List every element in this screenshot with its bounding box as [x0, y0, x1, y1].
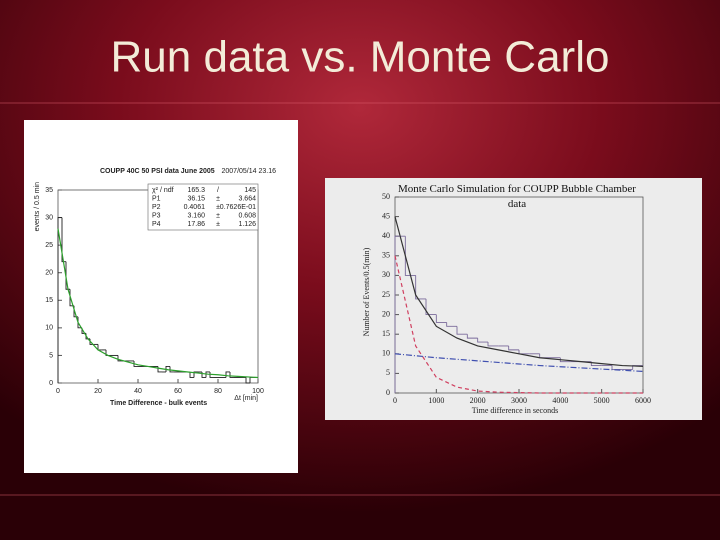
stats-text: ± [216, 204, 220, 211]
chart-title: Monte Carlo Simulation for COUPP Bubble … [398, 183, 636, 210]
stats-text: 17.86 [187, 221, 205, 228]
x-axis-label: Time Difference - bulk events [110, 400, 207, 407]
histogram-bin [456, 326, 468, 335]
histogram-bin [487, 342, 499, 347]
x-tick-label: 6000 [635, 396, 651, 405]
histogram-bin [205, 371, 210, 378]
histogram-bin [477, 338, 488, 343]
x-tick-label: 0 [393, 396, 397, 405]
y-tick-label: 0 [49, 380, 53, 387]
stats-text: P1 [152, 195, 161, 202]
stats-text: ± [216, 195, 220, 202]
histogram-bin [425, 298, 437, 316]
chart-panel [325, 178, 702, 420]
histogram-bin [404, 236, 416, 276]
x-tick-label: 4000 [552, 396, 568, 405]
stats-box [147, 183, 259, 231]
histogram-bin [61, 217, 66, 263]
y-tick-label: 20 [45, 270, 53, 277]
x-unit-label: Δt [min] [234, 395, 258, 402]
x-tick-label: 60 [174, 388, 182, 395]
histogram-bin [65, 261, 70, 290]
x-tick-label: 3000 [511, 396, 527, 405]
y-tick-label: 25 [382, 290, 390, 299]
x-axis-label: Time difference in seconds [472, 406, 558, 415]
stats-text: 0.608 [238, 212, 256, 219]
histogram-bin [508, 345, 519, 351]
stats-text: 145 [244, 187, 256, 194]
y-tick-label: 5 [49, 352, 53, 359]
x-tick-label: 80 [214, 388, 222, 395]
x-tick-label: 20 [94, 388, 102, 395]
x-tick-label: 2000 [470, 396, 486, 405]
histogram-bin [446, 322, 457, 327]
y-tick-label: 15 [45, 297, 53, 304]
x-tick-label: 0 [56, 388, 60, 395]
y-tick-label: 10 [45, 325, 53, 332]
fit-curve [57, 228, 259, 379]
histogram-bin [435, 314, 447, 323]
stats-text: χ² / ndf [152, 187, 174, 194]
x-tick-label: 40 [134, 388, 142, 395]
timestamp: 2007/05/14 23.16 [222, 168, 277, 175]
y-tick-label: 50 [382, 192, 390, 201]
histogram-bin [133, 360, 138, 367]
y-tick-label: 15 [382, 329, 390, 338]
stats-text: 1.126 [238, 221, 256, 228]
y-axis-label: Number of Events/0.5(min) [362, 247, 371, 336]
histogram-bin [415, 275, 426, 300]
x-tick-label: 1000 [428, 396, 444, 405]
x-tick-label: 5000 [594, 396, 610, 405]
y-tick-label: 30 [382, 270, 390, 279]
stats-text: P3 [152, 212, 161, 219]
stats-text: ± [216, 212, 220, 219]
y-axis-label: events / 0.5 min [34, 182, 41, 232]
x-tick-label: 100 [252, 388, 264, 395]
y-tick-label: 5 [386, 368, 390, 377]
fit-curve [394, 353, 644, 373]
stats-text: / [217, 187, 219, 194]
stats-text: 3.664 [238, 195, 256, 202]
y-tick-label: 0 [386, 388, 390, 397]
y-tick-label: 30 [45, 214, 53, 221]
stats-text: 165.3 [187, 187, 205, 194]
y-tick-label: 45 [382, 211, 390, 220]
histogram-bin [245, 377, 250, 384]
histogram-bin [117, 355, 122, 362]
stats-text: 0.4061 [184, 204, 206, 211]
histogram-bin [193, 371, 198, 378]
fit-curve [394, 216, 644, 367]
y-tick-label: 40 [382, 231, 390, 240]
slide-title: Run data vs. Monte Carlo [111, 33, 610, 82]
chart-title: COUPP 40C 50 PSI data June 2005 [100, 168, 215, 175]
y-tick-label: 25 [45, 242, 53, 249]
y-tick-label: 20 [382, 309, 390, 318]
histogram-bin [394, 235, 406, 393]
stats-text: 36.15 [187, 195, 205, 202]
chart-title-box: Monte Carlo Simulation for COUPP Bubble … [398, 183, 636, 210]
y-tick-label: 35 [382, 251, 390, 260]
stats-text: P4 [152, 221, 161, 228]
y-tick-label: 10 [382, 349, 390, 358]
histogram-bin [57, 217, 62, 383]
histogram-bin [169, 366, 174, 373]
y-tick-label: 35 [45, 187, 53, 194]
stats-text: 3.160 [187, 212, 205, 219]
stats-text: ± [216, 221, 220, 228]
stats-text: 0.7626E-01 [220, 204, 256, 211]
histogram-bin [559, 357, 571, 363]
histogram-bin [466, 334, 478, 339]
histogram-bin [229, 371, 234, 378]
stats-text: P2 [152, 204, 161, 211]
histogram-bin [189, 371, 194, 378]
histogram-bin [165, 366, 170, 372]
